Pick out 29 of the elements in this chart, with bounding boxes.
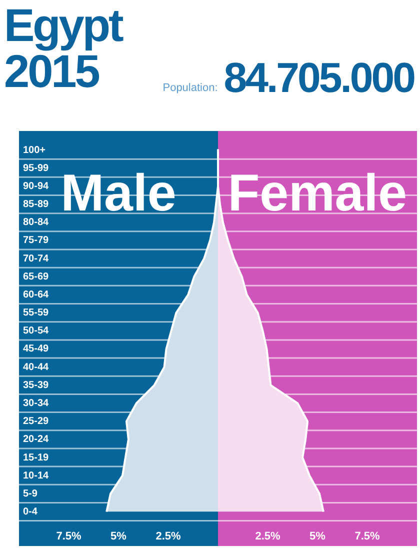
y-tick-label: 70-74 — [23, 253, 50, 264]
y-tick-label: 10-14 — [23, 470, 50, 482]
y-tick-label: 85-89 — [23, 199, 50, 210]
y-tick-label: 60-64 — [23, 289, 50, 300]
y-tick-label: 90-94 — [23, 180, 50, 192]
y-tick-label: 50-54 — [23, 326, 50, 337]
text: Population: — [162, 82, 218, 94]
y-tick-label: 75-79 — [23, 235, 50, 246]
text: 84.705.000 — [224, 54, 414, 102]
y-tick-label: 45-49 — [23, 344, 50, 355]
y-tick-label: 30-34 — [23, 398, 50, 409]
y-tick-label: 95-99 — [23, 162, 50, 174]
y-tick-label: 0-4 — [23, 506, 38, 518]
y-tick-label: 20-24 — [23, 434, 50, 446]
x-tick-label: 2.5% — [255, 530, 280, 542]
x-tick-label: 2.5% — [156, 530, 181, 542]
x-tick-label: 5% — [110, 530, 127, 542]
y-tick-label: 25-29 — [23, 416, 50, 428]
y-tick-label: 55-59 — [23, 308, 50, 319]
y-tick-label: 5-9 — [23, 488, 38, 500]
y-tick-label: 80-84 — [23, 217, 50, 228]
y-tick-label: 40-44 — [23, 362, 50, 373]
x-tick-label: 7.5% — [354, 530, 380, 542]
x-tick-label: 5% — [310, 530, 326, 542]
y-tick-label: 65-69 — [23, 271, 50, 282]
y-tick-label: 15-19 — [23, 452, 50, 464]
x-tick-label: 7.5% — [56, 530, 82, 542]
y-tick-label: 100+ — [23, 144, 46, 156]
y-tick-label: 35-39 — [23, 380, 50, 391]
